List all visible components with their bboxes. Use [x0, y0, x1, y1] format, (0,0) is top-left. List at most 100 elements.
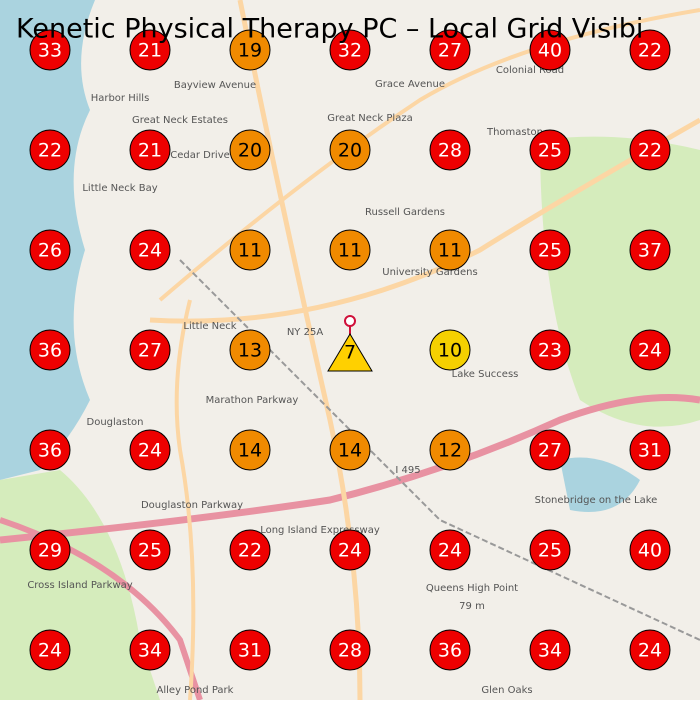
lake	[560, 457, 640, 512]
rank-label: 24	[638, 640, 662, 662]
rank-marker	[429, 129, 471, 171]
rank-marker	[629, 129, 671, 171]
rank-marker	[529, 329, 571, 371]
rank-marker	[629, 529, 671, 571]
map-label: Great Neck Plaza	[327, 113, 412, 124]
rank-label: 31	[638, 440, 662, 462]
map-label: Cedar Drive	[170, 150, 230, 161]
map-label: Thomaston	[486, 127, 543, 138]
rank-marker	[629, 229, 671, 271]
rank-label: 11	[238, 240, 262, 262]
map-label: Harbor Hills	[91, 93, 150, 104]
rank-marker	[29, 229, 71, 271]
rank-label: 24	[338, 540, 362, 562]
rank-marker	[529, 229, 571, 271]
rank-label: 20	[338, 140, 362, 162]
rank-marker	[429, 29, 471, 71]
rank-label: 21	[138, 140, 162, 162]
rank-label: 14	[238, 440, 262, 462]
map-label: Marathon Parkway	[206, 395, 299, 406]
rank-marker	[329, 229, 371, 271]
rank-label: 32	[338, 40, 362, 62]
map-label: Glen Oaks	[481, 685, 532, 696]
rank-label: 26	[38, 240, 62, 262]
rank-marker	[429, 529, 471, 571]
rank-marker	[429, 629, 471, 671]
rank-label: 19	[238, 40, 262, 62]
rank-marker	[129, 429, 171, 471]
rank-marker	[629, 329, 671, 371]
rank-label: 23	[538, 340, 562, 362]
map-label: Alley Pond Park	[157, 685, 234, 696]
rank-marker	[29, 29, 71, 71]
rank-marker	[229, 329, 271, 371]
rank-label: 31	[238, 640, 262, 662]
rank-label: 40	[638, 540, 662, 562]
rank-label: 21	[138, 40, 162, 62]
rank-marker	[327, 333, 373, 372]
rank-marker	[329, 629, 371, 671]
rank-marker	[29, 129, 71, 171]
map-label: Long Island Expressway	[260, 525, 380, 536]
rank-marker	[529, 429, 571, 471]
rank-label: 28	[338, 640, 362, 662]
rank-label: 36	[38, 340, 62, 362]
parkway	[0, 517, 203, 701]
map-label: Little Neck	[183, 321, 236, 332]
rank-label: 24	[138, 240, 162, 262]
rank-marker	[129, 129, 171, 171]
rank-label: 28	[438, 140, 462, 162]
rank-label: 10	[438, 340, 462, 362]
rank-label: 24	[138, 440, 162, 462]
rank-label: 22	[238, 540, 262, 562]
rank-marker	[329, 529, 371, 571]
rank-marker	[229, 629, 271, 671]
rank-label: 25	[538, 540, 562, 562]
rank-marker	[429, 429, 471, 471]
rank-label: 36	[438, 640, 462, 662]
map-label: University Gardens	[382, 267, 477, 278]
map-label: Great Neck Estates	[132, 115, 228, 126]
map-label: Colonial Road	[496, 65, 564, 76]
rank-label: 7	[344, 342, 356, 364]
rank-label: 37	[638, 240, 662, 262]
rank-label: 11	[338, 240, 362, 262]
map-label: Russell Gardens	[365, 207, 445, 218]
map-label: Lake Success	[452, 369, 519, 380]
rank-label: 25	[138, 540, 162, 562]
rank-marker	[129, 629, 171, 671]
map-label: Cross Island Parkway	[27, 580, 132, 591]
map-label: Little Neck Bay	[82, 183, 157, 194]
map-label: Douglaston Parkway	[141, 500, 243, 511]
rank-marker	[529, 129, 571, 171]
location-pin	[344, 315, 356, 327]
rank-label: 29	[38, 540, 62, 562]
rank-marker	[229, 129, 271, 171]
rank-marker	[129, 529, 171, 571]
rank-label: 25	[538, 140, 562, 162]
map-label: NY 25A	[287, 327, 323, 338]
rank-label: 34	[538, 640, 562, 662]
rank-marker	[129, 229, 171, 271]
expressway	[0, 394, 700, 544]
map-label: Bayview Avenue	[174, 80, 256, 91]
rank-label: 36	[38, 440, 62, 462]
map-label: Queens High Point	[426, 583, 518, 594]
rank-label: 22	[638, 40, 662, 62]
rank-marker	[329, 429, 371, 471]
title: Kenetic Physical Therapy PC – Local Grid…	[16, 14, 643, 45]
rank-label: 22	[638, 140, 662, 162]
road	[237, 0, 363, 701]
map-label: I 495	[395, 465, 420, 476]
road	[174, 299, 196, 701]
rank-marker	[29, 629, 71, 671]
map-label: Grace Avenue	[375, 79, 445, 90]
rank-marker	[629, 629, 671, 671]
rank-marker	[129, 29, 171, 71]
rank-marker	[29, 329, 71, 371]
rank-marker	[529, 529, 571, 571]
rank-marker	[329, 29, 371, 71]
rank-marker	[229, 429, 271, 471]
